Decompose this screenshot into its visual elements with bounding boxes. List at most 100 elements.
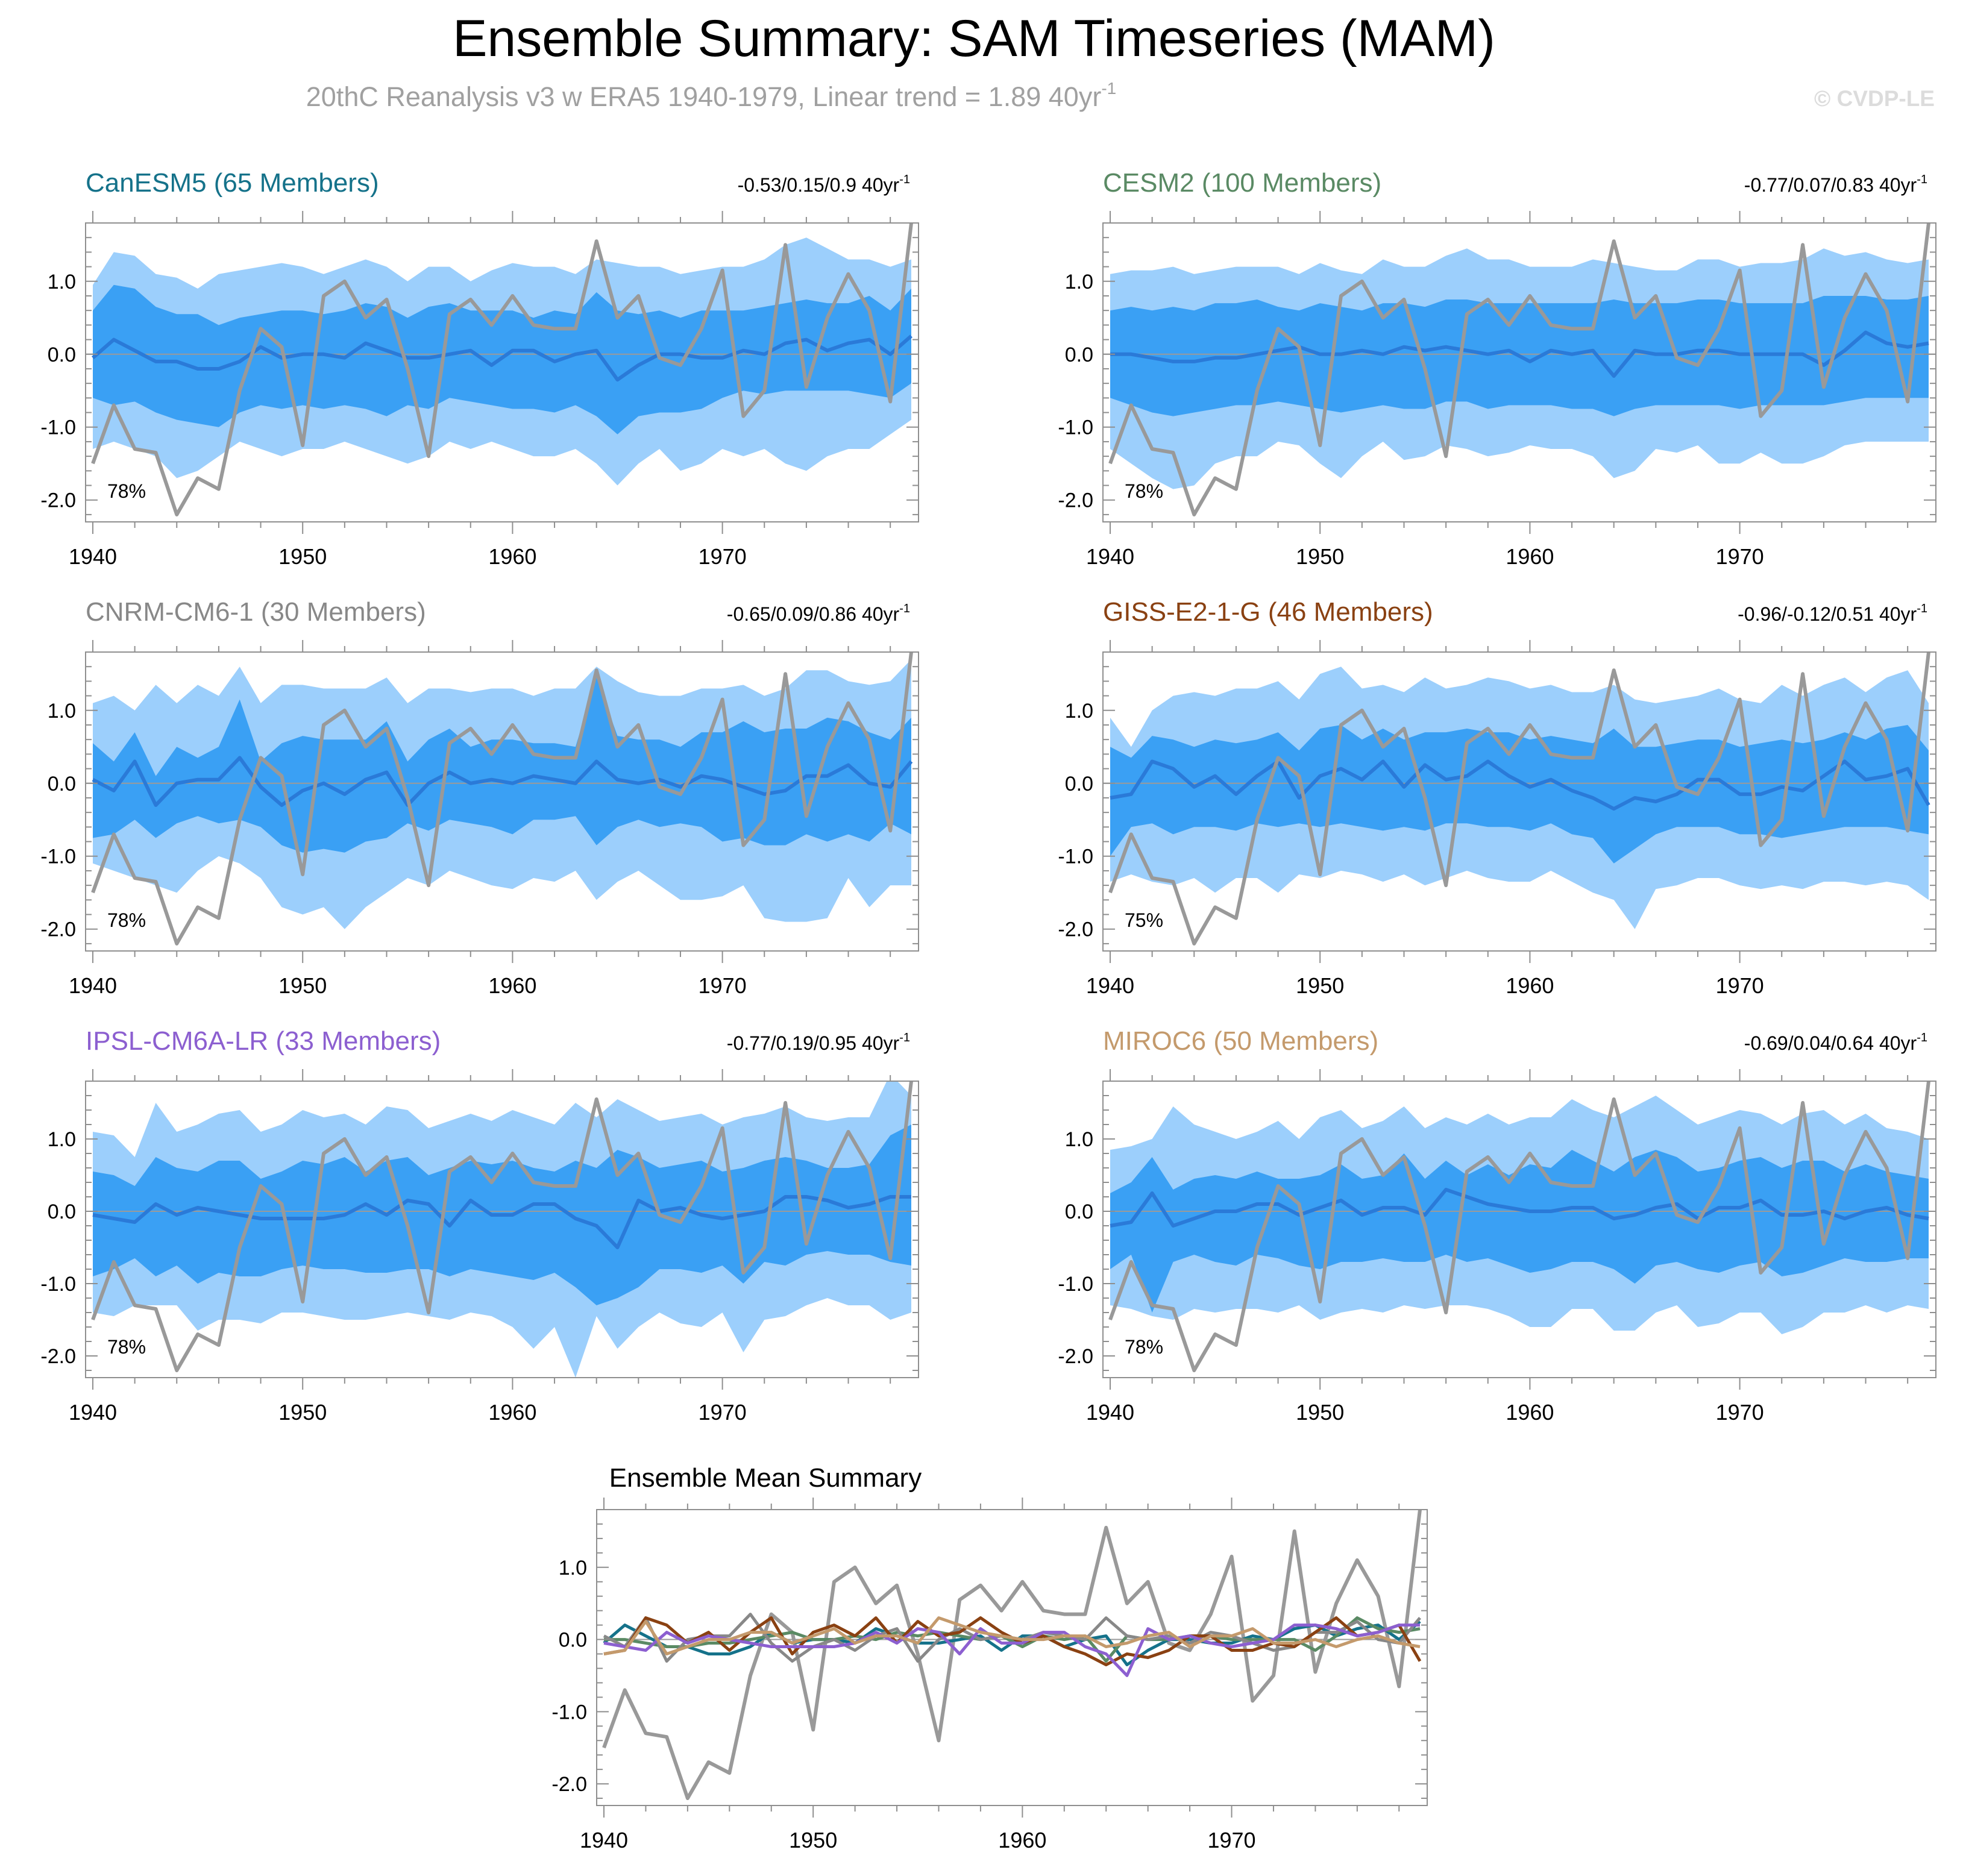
- trend-label-sup: -1: [899, 173, 910, 186]
- figure-subtitle: 20thC Reanalysis v3 w ERA5 1940-1979, Li…: [306, 79, 1116, 112]
- observed-line: [91, 223, 913, 516]
- x-tick-label: 1960: [1506, 1400, 1554, 1425]
- plot-area: [86, 223, 919, 516]
- y-tick-label: 1.0: [48, 1128, 76, 1151]
- y-tick-label: -1.0: [1058, 1273, 1093, 1296]
- plot-area: [86, 1081, 919, 1378]
- percent-label: 75%: [1125, 909, 1163, 931]
- y-tick-label: -2.0: [1058, 918, 1093, 941]
- observed-line: [1108, 223, 1930, 516]
- inner-spread-band: [1110, 1150, 1929, 1313]
- mean-line-IPSL-CM6A-LR: [603, 1623, 1420, 1677]
- trend-label-sup: -1: [1917, 1031, 1927, 1044]
- x-tick-label: 1950: [278, 1400, 327, 1425]
- y-tick-label: 1.0: [1065, 271, 1093, 293]
- percent-label: 78%: [107, 480, 146, 502]
- y-tick-label: 1.0: [1065, 700, 1093, 723]
- trend-label-main: -0.65/0.09/0.86 40yr: [727, 603, 900, 625]
- y-tick-label: -1.0: [40, 1273, 76, 1296]
- trend-label-sup: -1: [1917, 602, 1927, 615]
- mean-line-MIROC6: [603, 1616, 1421, 1655]
- observed-line: [91, 652, 913, 946]
- y-tick-label: 0.0: [48, 1200, 76, 1223]
- panel-frame: [1102, 222, 1936, 522]
- y-tick-label: 0.0: [1065, 1200, 1093, 1223]
- x-tick-label: 1970: [699, 544, 747, 569]
- panel-title: CESM2 (100 Members): [1103, 168, 1381, 198]
- x-tick-label: 1950: [789, 1828, 837, 1852]
- x-tick-label: 1940: [69, 544, 117, 569]
- y-tick-label: -2.0: [40, 489, 76, 512]
- plot-area: [86, 652, 919, 946]
- y-tick-label: 1.0: [559, 1557, 587, 1580]
- x-tick-label: 1960: [998, 1828, 1046, 1852]
- panel-frame: [1102, 651, 1936, 952]
- trend-label: -0.69/0.04/0.64 40yr-1: [1744, 1031, 1927, 1054]
- y-tick-label: -1.0: [1058, 416, 1093, 439]
- panel-CanESM5: 78% 1.0 0.0 -1.0 -2.0 1940 1950 1960 1970 CanESM5…: [40, 168, 919, 569]
- y-tick-label: -2.0: [551, 1773, 587, 1796]
- y-tick-label: 0.0: [48, 773, 76, 795]
- panel-CESM2: 78% 1.0 0.0 -1.0 -2.0 1940 1950 1960 1970 CESM2 (…: [1058, 168, 1936, 569]
- y-tick-label: -2.0: [1058, 1345, 1093, 1368]
- panel-MIROC6: 78% 1.0 0.0 -1.0 -2.0 1940 1950 1960 1970 MIROC6 …: [1058, 1026, 1936, 1425]
- x-tick-label: 1970: [1716, 1400, 1764, 1425]
- panel-frame: [596, 1509, 1428, 1806]
- x-tick-label: 1960: [488, 1400, 536, 1425]
- figure-subtitle-main: 20thC Reanalysis v3 w ERA5 1940-1979, Li…: [306, 81, 1102, 112]
- panels-group: 78% 1.0 0.0 -1.0 -2.0 1940 1950 1960 1970 CanESM5…: [40, 168, 1936, 1852]
- figure-title: Ensemble Summary: SAM Timeseries (MAM): [453, 10, 1495, 67]
- trend-label: -0.77/0.07/0.83 40yr-1: [1744, 173, 1927, 196]
- figure-subtitle-sup: -1: [1101, 79, 1116, 98]
- x-tick-label: 1960: [1506, 544, 1554, 569]
- y-tick-label: -2.0: [40, 1345, 76, 1368]
- panel-title: GISS-E2-1-G (46 Members): [1103, 597, 1433, 627]
- trend-label: -0.77/0.19/0.95 40yr-1: [727, 1031, 910, 1054]
- panel-title: Ensemble Mean Summary: [609, 1463, 922, 1493]
- trend-label: -0.65/0.09/0.86 40yr-1: [727, 602, 910, 625]
- trend-label-sup: -1: [899, 1031, 910, 1044]
- ensemble-mean-line: [92, 1195, 911, 1249]
- trend-label: -0.96/-0.12/0.51 40yr-1: [1738, 602, 1927, 625]
- plot-area: [1103, 652, 1936, 946]
- y-tick-label: -2.0: [1058, 489, 1093, 512]
- x-tick-label: 1970: [699, 973, 747, 998]
- panel-title: IPSL-CM6A-LR (33 Members): [86, 1026, 441, 1056]
- watermark: © CVDP-LE: [1814, 86, 1935, 111]
- y-tick-label: 1.0: [48, 700, 76, 723]
- y-tick-label: 0.0: [559, 1629, 587, 1652]
- y-tick-label: 0.0: [1065, 773, 1093, 795]
- percent-label: 78%: [107, 1336, 146, 1358]
- trend-label-main: -0.96/-0.12/0.51 40yr: [1738, 603, 1917, 625]
- x-tick-label: 1950: [278, 973, 327, 998]
- panel-ensemble-mean-summary: 1.0 0.0 -1.0 -2.0 1940 1950 1960 1970 Ensemble M…: [551, 1463, 1428, 1852]
- trend-label-main: -0.77/0.19/0.95 40yr: [727, 1032, 900, 1054]
- x-tick-label: 1960: [488, 544, 536, 569]
- trend-label-sup: -1: [899, 602, 910, 615]
- x-tick-label: 1940: [1086, 544, 1134, 569]
- y-tick-label: -1.0: [40, 845, 76, 868]
- ensemble-mean-line: [92, 334, 912, 382]
- panel-frame: [85, 1081, 919, 1378]
- percent-label: 78%: [1125, 1336, 1163, 1358]
- panel-GISS-E2-1-G: 75% 1.0 0.0 -1.0 -2.0 1940 1950 1960 1970 GISS-E2…: [1058, 597, 1936, 998]
- panel-frame: [85, 651, 919, 952]
- x-tick-label: 1940: [69, 973, 117, 998]
- x-tick-label: 1960: [1506, 973, 1554, 998]
- inner-spread-band: [1110, 725, 1929, 864]
- plot-area: [1103, 1081, 1936, 1372]
- panel-title: MIROC6 (50 Members): [1103, 1026, 1378, 1056]
- x-tick-label: 1940: [69, 1400, 117, 1425]
- ensemble-mean-line: [1110, 330, 1929, 378]
- panel-IPSL-CM6A-LR: 78% 1.0 0.0 -1.0 -2.0 1940 1950 1960 1970 IPSL-CM…: [40, 1026, 919, 1425]
- y-tick-label: -2.0: [40, 918, 76, 941]
- y-tick-label: 0.0: [1065, 344, 1093, 366]
- ensemble-mean-line: [1110, 1188, 1929, 1228]
- ensemble-mean-line: [92, 756, 913, 807]
- x-tick-label: 1940: [1086, 973, 1134, 998]
- x-tick-label: 1940: [580, 1828, 628, 1852]
- y-tick-label: -1.0: [1058, 845, 1093, 868]
- plot-area: [597, 1510, 1427, 1800]
- observed-line: [1108, 652, 1930, 946]
